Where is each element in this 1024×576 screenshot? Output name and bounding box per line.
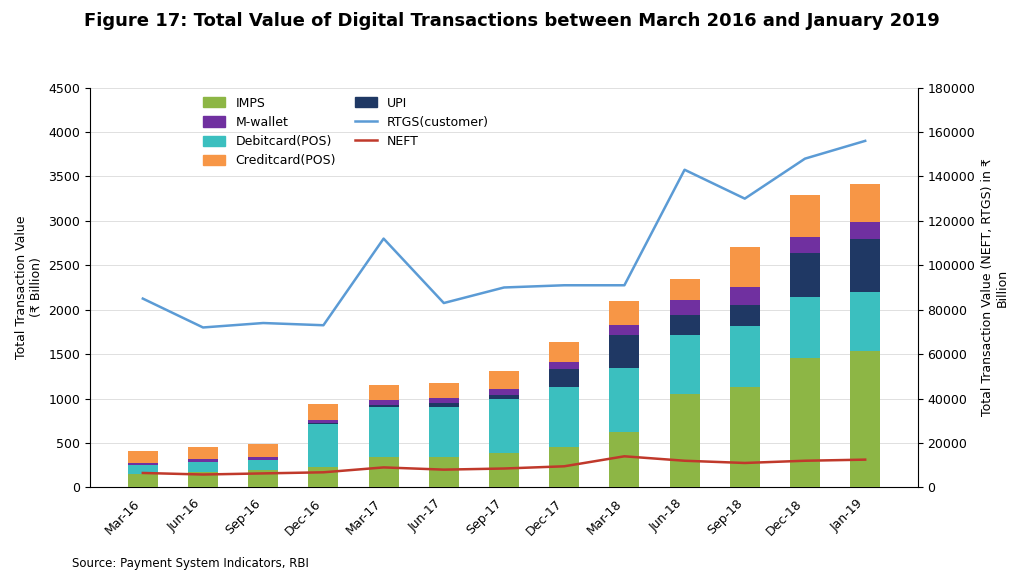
Bar: [308, 423, 339, 425]
RTGS(customer): [498, 284, 510, 291]
Bar: [488, 389, 519, 395]
RTGS(customer): [738, 195, 751, 202]
RTGS(customer): [437, 300, 450, 306]
Bar: [549, 362, 580, 369]
RTGS(customer): [257, 320, 269, 327]
Bar: [188, 472, 218, 487]
NEFT: [317, 469, 330, 476]
Bar: [609, 368, 639, 433]
RTGS(customer): [378, 235, 390, 242]
Bar: [369, 400, 398, 405]
Bar: [308, 425, 339, 467]
Bar: [790, 358, 820, 487]
NEFT: [799, 457, 811, 464]
NEFT: [197, 471, 209, 478]
NEFT: [738, 460, 751, 467]
Bar: [850, 184, 881, 222]
RTGS(customer): [317, 322, 330, 329]
Bar: [670, 315, 699, 335]
RTGS(customer): [136, 295, 148, 302]
Bar: [429, 398, 459, 403]
Bar: [248, 457, 279, 460]
Bar: [790, 195, 820, 237]
Bar: [609, 433, 639, 487]
RTGS(customer): [679, 166, 691, 173]
Bar: [730, 287, 760, 305]
NEFT: [558, 463, 570, 470]
RTGS(customer): [558, 282, 570, 289]
Bar: [609, 325, 639, 335]
Bar: [850, 351, 881, 487]
Bar: [488, 372, 519, 389]
Bar: [549, 342, 580, 362]
Bar: [609, 335, 639, 368]
RTGS(customer): [859, 138, 871, 145]
Bar: [188, 446, 218, 459]
Bar: [429, 407, 459, 457]
Bar: [369, 457, 398, 487]
Bar: [670, 394, 699, 487]
Bar: [369, 385, 398, 400]
Bar: [429, 382, 459, 398]
Bar: [790, 237, 820, 253]
Bar: [308, 404, 339, 420]
Bar: [790, 297, 820, 358]
Bar: [609, 301, 639, 325]
Bar: [128, 465, 158, 474]
Text: Figure 17: Total Value of Digital Transactions between March 2016 and January 20: Figure 17: Total Value of Digital Transa…: [84, 12, 940, 29]
Bar: [308, 420, 339, 423]
RTGS(customer): [799, 155, 811, 162]
Bar: [549, 387, 580, 448]
Bar: [308, 467, 339, 487]
Bar: [670, 279, 699, 300]
NEFT: [618, 453, 631, 460]
Y-axis label: Total Transaction Value
(₹ Billion): Total Transaction Value (₹ Billion): [15, 216, 43, 359]
Bar: [128, 463, 158, 465]
Bar: [248, 444, 279, 457]
Bar: [488, 399, 519, 453]
Bar: [128, 474, 158, 487]
NEFT: [498, 465, 510, 472]
Bar: [188, 459, 218, 461]
Bar: [670, 335, 699, 394]
Bar: [549, 369, 580, 387]
NEFT: [859, 456, 871, 463]
Bar: [850, 292, 881, 351]
Bar: [429, 403, 459, 407]
Bar: [248, 460, 279, 470]
Bar: [248, 470, 279, 487]
NEFT: [679, 457, 691, 464]
Bar: [188, 461, 218, 472]
Bar: [730, 247, 760, 287]
NEFT: [136, 469, 148, 476]
NEFT: [257, 470, 269, 477]
Bar: [850, 238, 881, 292]
NEFT: [378, 464, 390, 471]
RTGS(customer): [197, 324, 209, 331]
Bar: [369, 407, 398, 457]
Bar: [730, 387, 760, 487]
Bar: [128, 452, 158, 463]
Line: NEFT: NEFT: [142, 456, 865, 475]
RTGS(customer): [618, 282, 631, 289]
Bar: [670, 300, 699, 315]
Bar: [369, 405, 398, 407]
Bar: [850, 222, 881, 238]
NEFT: [437, 466, 450, 473]
Y-axis label: Total Transaction Value (NEFT, RTGS) in ₹
Billion: Total Transaction Value (NEFT, RTGS) in …: [981, 158, 1009, 416]
Line: RTGS(customer): RTGS(customer): [142, 141, 865, 328]
Legend: IMPS, M-wallet, Debitcard(POS), Creditcard(POS), UPI, RTGS(customer), NEFT: IMPS, M-wallet, Debitcard(POS), Creditca…: [198, 92, 494, 172]
Bar: [730, 305, 760, 325]
Text: Source: Payment System Indicators, RBI: Source: Payment System Indicators, RBI: [72, 557, 308, 570]
Bar: [429, 457, 459, 487]
Bar: [730, 325, 760, 387]
Bar: [549, 448, 580, 487]
Bar: [790, 253, 820, 297]
Bar: [488, 395, 519, 399]
Bar: [488, 453, 519, 487]
